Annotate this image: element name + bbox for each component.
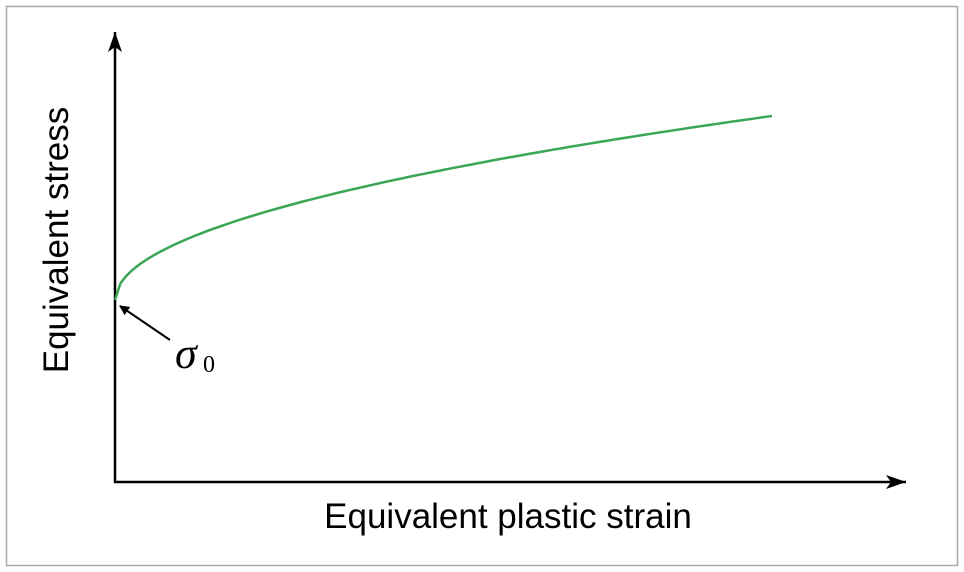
annotation-arrow — [119, 305, 171, 341]
y-axis-label: Equivalent stress — [37, 107, 76, 374]
frame — [5, 5, 959, 567]
x-axis-label: Equivalent plastic strain — [324, 497, 692, 536]
annotation-symbol: σ — [175, 329, 199, 378]
annotation-subscript: 0 — [203, 352, 215, 378]
hardening-curve — [113, 114, 773, 301]
